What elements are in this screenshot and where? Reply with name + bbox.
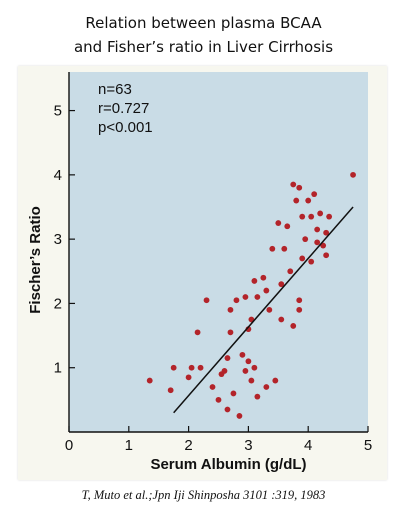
x-tick-label: 2 [184, 437, 192, 454]
data-point [215, 396, 222, 403]
x-tick-label: 5 [364, 437, 372, 454]
data-point [278, 281, 285, 288]
y-tick-label: 2 [54, 295, 62, 312]
data-point [308, 213, 315, 220]
data-point [299, 255, 306, 262]
plot-area [69, 72, 368, 432]
data-point [197, 364, 204, 371]
data-point [314, 226, 321, 233]
data-point [242, 368, 249, 374]
data-point [233, 297, 240, 304]
x-axis-title: Serum Albumin (g/dL) [150, 456, 306, 473]
data-point [230, 390, 237, 397]
data-point [299, 213, 306, 220]
x-tick-label: 0 [65, 437, 73, 454]
data-point [266, 306, 273, 313]
x-tick-label: 1 [125, 437, 133, 454]
data-point [293, 197, 300, 204]
data-point [323, 229, 330, 236]
data-point [224, 406, 231, 413]
data-point [296, 297, 303, 304]
data-point [263, 384, 270, 390]
data-point [227, 329, 234, 336]
data-point [302, 236, 309, 243]
data-point [239, 351, 246, 358]
data-point [236, 413, 243, 419]
data-point [167, 387, 174, 394]
data-point [251, 278, 258, 284]
x-tick-label: 4 [304, 437, 312, 454]
data-point [320, 242, 327, 249]
data-point [290, 181, 297, 188]
data-point [188, 364, 195, 371]
data-point [308, 258, 315, 265]
y-tick-label: 3 [54, 231, 62, 248]
data-point [221, 368, 228, 374]
data-point [209, 384, 216, 390]
stat-label: p<0.001 [98, 119, 153, 136]
regression-line [173, 206, 354, 414]
data-point [296, 306, 303, 313]
y-axis-title: Fischer’s Ratio [27, 206, 44, 314]
data-point [284, 223, 291, 230]
data-point [170, 364, 177, 371]
data-point [254, 294, 261, 300]
y-tick-label: 5 [54, 103, 62, 120]
x-tick-label: 3 [244, 437, 252, 454]
data-point [146, 377, 153, 384]
chart-title-line-2: and Fisher’s ratio in Liver Cirrhosis [73, 38, 334, 56]
data-point [269, 245, 276, 252]
data-point [275, 220, 282, 226]
data-point [185, 374, 192, 381]
data-point [278, 316, 285, 323]
y-tick-label: 1 [54, 360, 62, 377]
data-point [260, 274, 267, 281]
data-point [311, 191, 318, 198]
data-point [305, 197, 312, 204]
data-point [242, 294, 249, 300]
chart-title-line-1: Relation between plasma BCAA [85, 14, 322, 32]
y-tick-label: 4 [54, 167, 62, 184]
data-point [254, 393, 261, 400]
stat-label: n=63 [98, 81, 132, 98]
data-point [227, 306, 234, 313]
figure-panel: 0 1 2 3 4 5 1 2 3 4 5 Serum Albumin (g/dL) Fischer’s… [18, 66, 387, 480]
data-point [287, 268, 294, 275]
citation: T, Muto et al.;Jpn Iji Shinposha 3101 :3… [81, 488, 326, 502]
scatter-plot: 0 1 2 3 4 5 1 2 3 4 5 Serum Albumin (g/dL) Fischer’s… [27, 72, 372, 473]
data-point [263, 287, 270, 294]
data-point [224, 355, 231, 361]
data-point [317, 210, 324, 217]
stat-label: r=0.727 [98, 100, 149, 117]
data-point [245, 358, 252, 365]
data-point [251, 364, 258, 371]
data-point [350, 171, 356, 178]
data-point [248, 377, 255, 384]
data-point [281, 245, 288, 252]
data-point [203, 297, 210, 304]
data-point [314, 239, 321, 246]
data-point [272, 377, 279, 384]
data-point [194, 329, 201, 336]
data-point [296, 184, 303, 191]
data-point [323, 252, 330, 259]
data-point [290, 323, 297, 329]
data-point [326, 213, 333, 220]
